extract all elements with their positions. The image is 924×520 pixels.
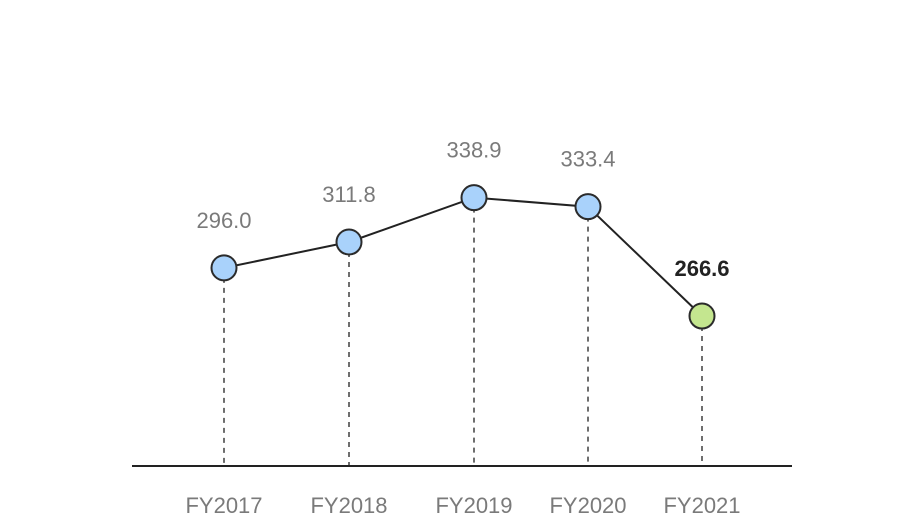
data-markers	[210, 184, 716, 330]
x-tick-label: FY2020	[549, 493, 626, 518]
x-tick-label: FY2017	[185, 493, 262, 518]
x-tick-label: FY2019	[435, 493, 512, 518]
data-label: 338.9	[446, 138, 501, 163]
data-point	[335, 228, 363, 256]
data-label: 296.0	[196, 208, 251, 233]
data-labels: 296.0 311.8 338.9 333.4 266.6	[196, 138, 729, 281]
data-point	[460, 184, 488, 212]
data-label: 311.8	[322, 182, 375, 207]
drop-lines	[223, 197, 703, 466]
data-label: 333.4	[560, 147, 615, 172]
data-point-highlight	[688, 302, 716, 330]
data-point	[210, 254, 238, 282]
series-line	[223, 196, 703, 317]
x-tick-labels: FY2017 FY2018 FY2019 FY2020 FY2021	[185, 493, 740, 518]
data-label: 266.6	[674, 256, 729, 281]
data-point	[574, 193, 602, 221]
x-tick-label: FY2018	[310, 493, 387, 518]
x-tick-label: FY2021	[663, 493, 740, 518]
